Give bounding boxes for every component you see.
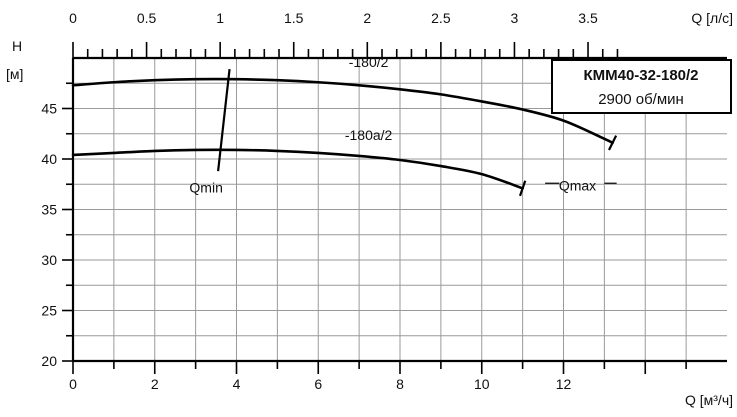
x-bottom-tick-label: 12 [556, 376, 572, 392]
series-end-marker [608, 135, 618, 151]
x-bottom-tick-label: 10 [474, 376, 490, 392]
series-line [71, 77, 614, 145]
series-label: -180/2 [349, 54, 389, 70]
ticks [62, 42, 687, 374]
y-axis-label: H [12, 38, 22, 54]
qmin-label: Qmin [189, 179, 222, 195]
x-bottom-tick-label: 2 [151, 376, 159, 392]
x-top-tick-label: 3 [511, 10, 519, 26]
x-bottom-tick-label: 0 [69, 376, 77, 392]
x-top-tick-label: 0 [69, 10, 77, 26]
y-tick-label: 30 [41, 252, 57, 268]
annotations: Qmin Qmax [189, 68, 617, 195]
tick-labels: 0 2 4 6 8 10 12 0 0.5 1 1.5 2 2.5 3 3.5 20 25 30 35 40 45 [41, 10, 598, 392]
qmin-line [217, 68, 231, 172]
y-tick-label: 35 [41, 202, 57, 218]
x-top-tick-label: 2 [363, 10, 371, 26]
chart-subtitle: 2900 об/мин [598, 91, 684, 108]
x-top-tick-label: 1.5 [284, 10, 304, 26]
x-top-axis-label: Q [л/с] [691, 10, 733, 26]
qmax-label: Qmax [559, 177, 596, 193]
series-line [71, 148, 524, 190]
y-axis-unit: [м] [6, 66, 23, 82]
title-box-frame [551, 59, 732, 114]
y-tick-label: 40 [41, 151, 57, 167]
series-end-marker [518, 180, 527, 197]
y-tick-label: 45 [41, 101, 57, 117]
x-top-tick-label: 2.5 [431, 10, 451, 26]
series-label: -180a/2 [345, 127, 393, 143]
y-tick-label: 20 [41, 353, 57, 369]
x-top-tick-label: 3.5 [578, 10, 598, 26]
x-top-tick-label: 1 [216, 10, 224, 26]
x-bottom-tick-label: 6 [314, 376, 322, 392]
curves: -180/2 -180a/2 [71, 54, 618, 197]
y-tick-label: 25 [41, 303, 57, 319]
x-top-tick-label: 0.5 [137, 10, 157, 26]
x-bottom-tick-label: 4 [233, 376, 241, 392]
title-box: КММ40-32-180/2 2900 об/мин [551, 59, 732, 114]
x-bottom-axis-label: Q [м³/ч] [685, 392, 733, 408]
x-bottom-tick-label: 8 [396, 376, 404, 392]
chart-title: КММ40-32-180/2 [583, 67, 698, 84]
